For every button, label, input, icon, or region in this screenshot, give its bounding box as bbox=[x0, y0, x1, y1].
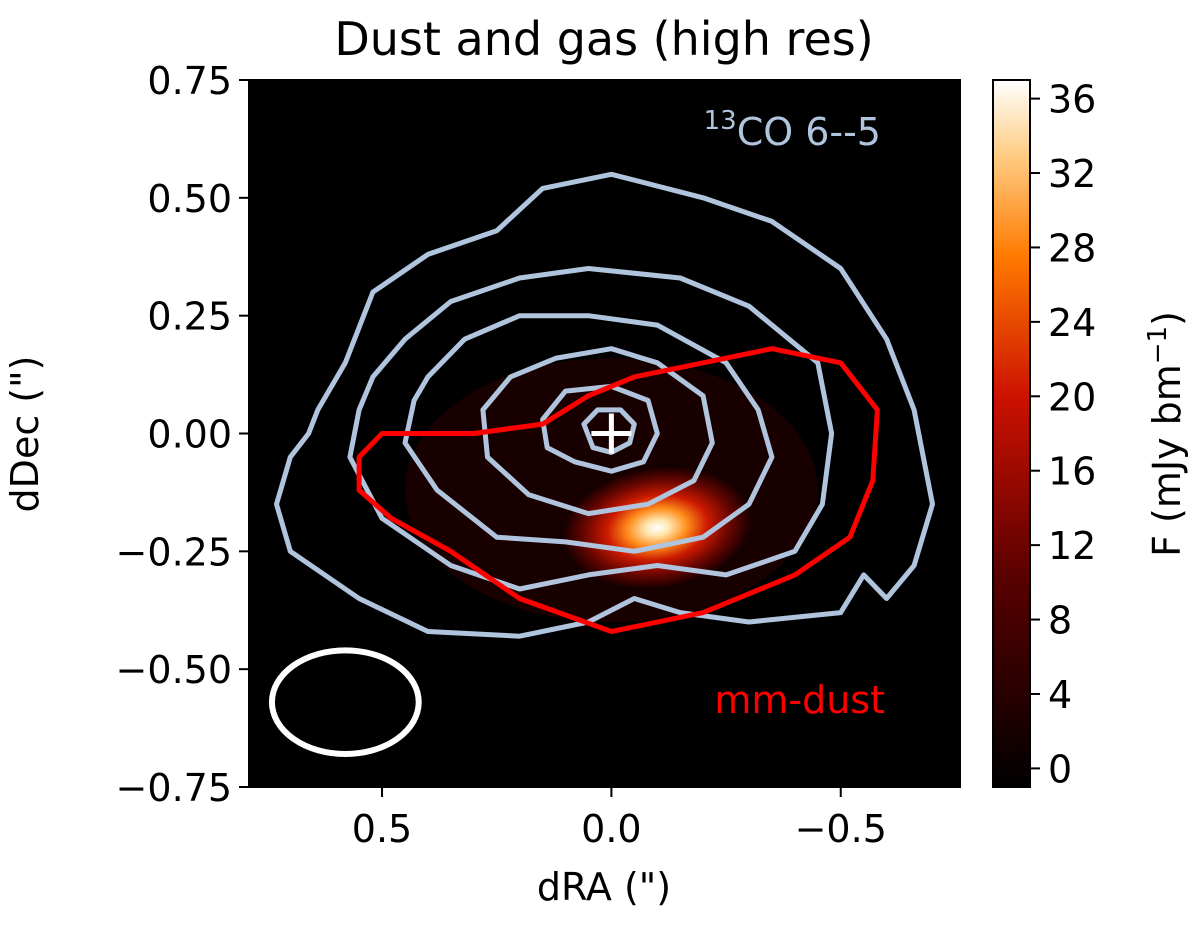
dust-continuum-emission bbox=[556, 462, 758, 593]
contour-0-level-2 bbox=[402, 313, 775, 554]
y-tick-label-3: 0.00 bbox=[147, 413, 232, 457]
contour-0-level-1 bbox=[347, 266, 835, 592]
y-tick-label-0: 0.75 bbox=[147, 59, 232, 103]
contour-0-level-0 bbox=[274, 171, 935, 639]
y-tick-label-4: −0.25 bbox=[116, 530, 232, 574]
colorbar-tick-label-9: 36 bbox=[1048, 78, 1096, 122]
colorbar-title-exponent: −1 bbox=[1143, 326, 1173, 364]
co-line-label: 13CO 6--5 bbox=[704, 106, 881, 154]
co-transition-text: CO 6--5 bbox=[737, 110, 881, 154]
y-tick-label-1: 0.50 bbox=[147, 177, 232, 221]
colorbar-tick-label-7: 28 bbox=[1048, 226, 1096, 270]
x-tick-label-0: 0.5 bbox=[352, 807, 412, 851]
colorbar-tick-label-6: 24 bbox=[1048, 301, 1096, 345]
beam-ellipse bbox=[268, 647, 422, 758]
chart-title: Dust and gas (high res) bbox=[334, 12, 873, 66]
colorbar-gradient bbox=[992, 79, 1031, 788]
co-isotope-superscript: 13 bbox=[704, 106, 737, 136]
colorbar: 0 4 8 12 16 20 24 28 32 36 F (mJy bm−1) bbox=[992, 78, 1189, 791]
colorbar-tick-label-0: 0 bbox=[1048, 747, 1072, 791]
mm-dust-label: mm-dust bbox=[714, 678, 885, 722]
colorbar-title: F (mJy bm−1) bbox=[1143, 311, 1189, 557]
x-axis-title: dRA (") bbox=[537, 865, 671, 909]
y-tick-label-2: 0.25 bbox=[147, 295, 232, 339]
colorbar-title-end: ) bbox=[1145, 311, 1189, 326]
annotation-13co: 13CO 6--5 bbox=[704, 106, 881, 154]
colorbar-tick-label-8: 32 bbox=[1048, 152, 1096, 196]
colorbar-tick-label-3: 12 bbox=[1048, 524, 1096, 568]
contour-1-level-0 bbox=[356, 346, 880, 634]
y-tick-label-5: −0.50 bbox=[116, 648, 232, 692]
colorbar-tick-label-1: 4 bbox=[1048, 673, 1072, 717]
colorbar-tick-label-5: 20 bbox=[1048, 375, 1096, 419]
contour-set-13co-6-5 bbox=[274, 171, 935, 639]
colorbar-tick-label-2: 8 bbox=[1048, 599, 1072, 643]
colorbar-ticks: 0 4 8 12 16 20 24 28 32 36 bbox=[1030, 78, 1096, 791]
x-tick-label-2: −0.5 bbox=[795, 807, 887, 851]
x-tick-label-1: 0.0 bbox=[581, 807, 641, 851]
contour-set-mm-dust bbox=[356, 346, 880, 634]
plot-content bbox=[268, 171, 935, 758]
y-axis-ticks: 0.75 0.50 0.25 0.00 −0.25 −0.50 −0.75 bbox=[116, 59, 249, 810]
x-axis-ticks: 0.5 0.0 −0.5 bbox=[352, 787, 887, 851]
colorbar-title-text: F (mJy bm bbox=[1145, 364, 1189, 557]
contour-0-level-5 bbox=[581, 407, 637, 455]
y-axis-title: dDec (") bbox=[3, 356, 47, 513]
contour-0-level-3 bbox=[480, 346, 715, 517]
y-tick-label-6: −0.75 bbox=[116, 766, 232, 810]
contour-0-level-4 bbox=[540, 383, 660, 474]
colorbar-tick-label-4: 16 bbox=[1048, 450, 1096, 494]
plot-area bbox=[248, 79, 961, 788]
